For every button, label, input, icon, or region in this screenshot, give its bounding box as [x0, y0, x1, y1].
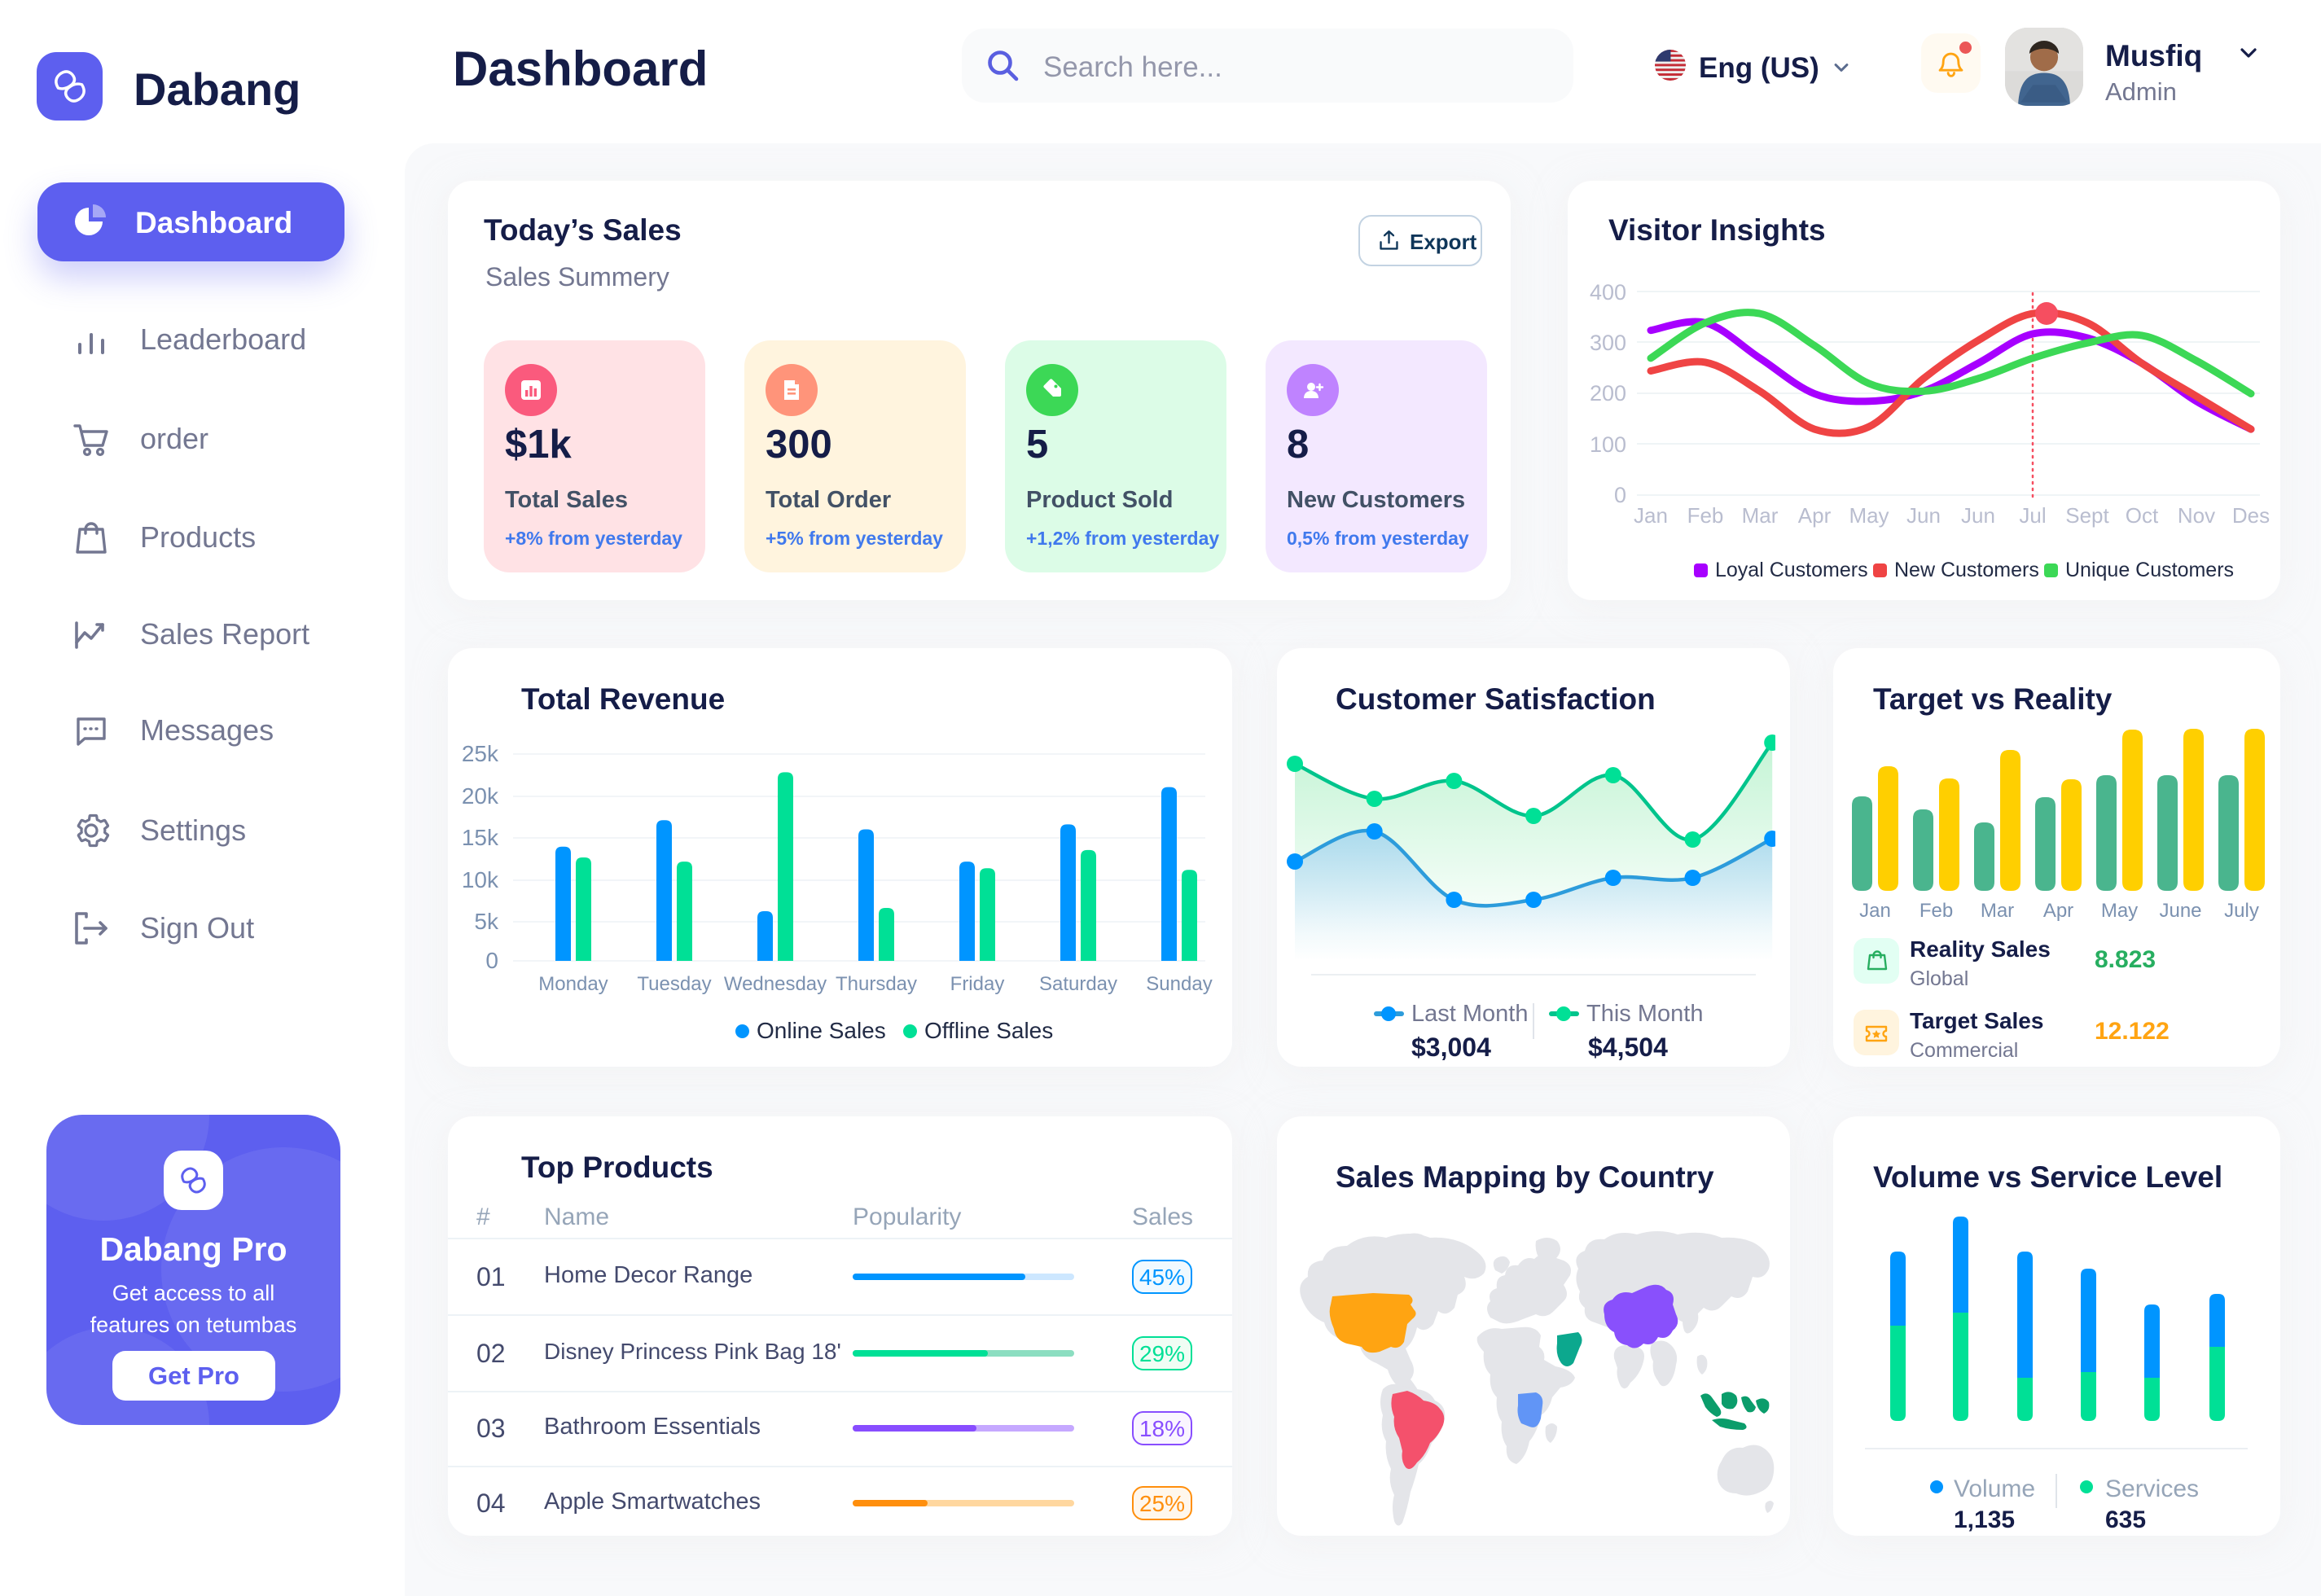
svg-text:15k: 15k [462, 825, 499, 850]
svg-text:Jan: Jan [1634, 503, 1668, 528]
svg-text:Jul: Jul [2019, 503, 2046, 528]
svg-text:Unique Customers: Unique Customers [2065, 559, 2234, 581]
svg-text:20k: 20k [462, 783, 499, 809]
svg-text:300: 300 [1590, 331, 1626, 355]
svg-text:Sept: Sept [2065, 503, 2109, 528]
svg-text:June: June [2159, 900, 2201, 922]
svg-text:Friday: Friday [950, 973, 1005, 995]
svg-text:Sunday: Sunday [1146, 973, 1212, 995]
svg-text:Tuesday: Tuesday [637, 973, 711, 995]
svg-text:May: May [2101, 900, 2138, 922]
svg-text:Monday: Monday [538, 973, 608, 995]
svg-text:Des: Des [2232, 503, 2270, 528]
svg-text:July: July [2224, 900, 2259, 922]
svg-text:Mar: Mar [1742, 503, 1779, 528]
svg-text:0: 0 [1614, 483, 1626, 507]
svg-text:Saturday: Saturday [1039, 973, 1117, 995]
svg-text:10k: 10k [462, 867, 499, 892]
svg-text:Nov: Nov [2178, 503, 2215, 528]
svg-text:Mar: Mar [1981, 900, 2014, 922]
svg-text:New Customers: New Customers [1894, 559, 2039, 581]
svg-text:25k: 25k [462, 741, 499, 766]
svg-text:Feb: Feb [1687, 503, 1724, 528]
svg-text:Thursday: Thursday [836, 973, 917, 995]
svg-text:5k: 5k [474, 909, 499, 934]
svg-text:Apr: Apr [2043, 900, 2073, 922]
svg-text:0: 0 [485, 948, 498, 973]
svg-text:May: May [1849, 503, 1889, 528]
svg-text:100: 100 [1590, 432, 1626, 457]
svg-text:Feb: Feb [1920, 900, 1953, 922]
svg-text:Jun: Jun [1961, 503, 1995, 528]
svg-text:400: 400 [1590, 280, 1626, 305]
svg-text:Loyal Customers: Loyal Customers [1715, 559, 1868, 581]
svg-text:Oct: Oct [2126, 503, 2159, 528]
svg-text:Wednesday: Wednesday [724, 973, 827, 995]
svg-text:Jan: Jan [1859, 900, 1891, 922]
svg-text:Apr: Apr [1798, 503, 1832, 528]
svg-text:Jun: Jun [1906, 503, 1941, 528]
svg-text:200: 200 [1590, 381, 1626, 406]
